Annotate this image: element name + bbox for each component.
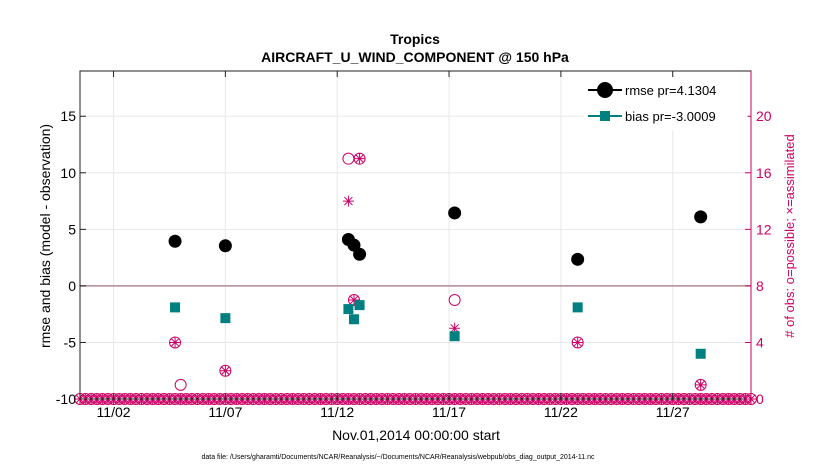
x-tick-label: 11/22 bbox=[544, 404, 578, 420]
obs-assimilated-marker bbox=[348, 294, 360, 306]
y-axis-right: 0 4 8 12 16 20 bbox=[745, 71, 772, 407]
y-tick-label: -10 bbox=[56, 391, 76, 407]
obs-assimilated-marker bbox=[342, 195, 354, 207]
legend: rmse pr=4.1304 bias pr=-3.0009 bbox=[583, 77, 748, 131]
y2-tick-label: 8 bbox=[756, 278, 764, 294]
y2-axis-label: # of obs: o=possible; ×=assimilated bbox=[782, 134, 797, 337]
legend-bias-marker bbox=[600, 111, 610, 121]
bias-point bbox=[343, 304, 354, 315]
legend-rmse-label: rmse pr=4.1304 bbox=[625, 83, 716, 98]
x-tick-label: 11/27 bbox=[656, 404, 690, 420]
y-axis-left: -10 -5 0 5 10 15 bbox=[56, 108, 86, 407]
rmse-series bbox=[168, 206, 708, 266]
bias-point bbox=[220, 313, 231, 324]
x-tick-label: 11/02 bbox=[97, 404, 131, 420]
bias-series bbox=[170, 300, 706, 359]
x-axis: 11/02 11/07 11/12 11/17 11/22 11/27 bbox=[97, 71, 690, 420]
y2-tick-label: 0 bbox=[756, 391, 764, 407]
obs-count-markers bbox=[74, 152, 757, 405]
bias-point bbox=[572, 302, 583, 313]
obs-assimilated-marker bbox=[572, 336, 584, 348]
x-tick-label: 11/07 bbox=[208, 404, 242, 420]
x-axis-label: Nov.01,2014 00:00:00 start bbox=[332, 427, 500, 443]
y-tick-label: 0 bbox=[68, 278, 76, 294]
rmse-point bbox=[218, 239, 232, 253]
legend-rmse-marker bbox=[597, 82, 613, 98]
rmse-point bbox=[353, 247, 367, 261]
y2-tick-label: 12 bbox=[756, 221, 772, 237]
bias-point bbox=[449, 331, 460, 342]
obs-possible-marker bbox=[174, 378, 187, 391]
chart-subtitle: AIRCRAFT_U_WIND_COMPONENT @ 150 hPa bbox=[261, 49, 569, 65]
bias-point bbox=[695, 348, 706, 359]
obs-possible-marker bbox=[448, 294, 461, 307]
obs-assimilated-marker bbox=[449, 322, 461, 334]
x-tick-label: 11/17 bbox=[432, 404, 466, 420]
obs-assimilated-marker bbox=[169, 336, 181, 348]
rmse-point bbox=[168, 234, 182, 248]
y-tick-label: 15 bbox=[60, 108, 76, 124]
y-tick-label: 5 bbox=[68, 221, 76, 237]
chart-title: Tropics bbox=[390, 31, 440, 47]
legend-bias-label: bias pr=-3.0009 bbox=[625, 109, 716, 124]
y-tick-label: -5 bbox=[64, 334, 77, 350]
y2-tick-label: 20 bbox=[756, 108, 772, 124]
obs-possible-marker bbox=[342, 152, 355, 165]
bias-point bbox=[354, 300, 365, 311]
obs-assimilated-marker bbox=[354, 153, 366, 165]
obs-assimilated-marker bbox=[219, 365, 231, 377]
obs-assimilated-marker bbox=[695, 379, 707, 391]
rmse-point bbox=[694, 210, 708, 224]
y2-tick-label: 4 bbox=[756, 334, 764, 350]
rmse-point bbox=[571, 252, 585, 266]
bias-point bbox=[348, 314, 359, 325]
bias-point bbox=[170, 302, 181, 313]
footnote: data file: /Users/gharamti/Documents/NCA… bbox=[201, 454, 595, 461]
y2-tick-label: 16 bbox=[756, 165, 772, 181]
y-axis-label: rmse and bias (model - observation) bbox=[37, 124, 53, 348]
y-tick-label: 10 bbox=[60, 165, 76, 181]
rmse-point bbox=[448, 206, 462, 220]
x-tick-label: 11/12 bbox=[320, 404, 354, 420]
